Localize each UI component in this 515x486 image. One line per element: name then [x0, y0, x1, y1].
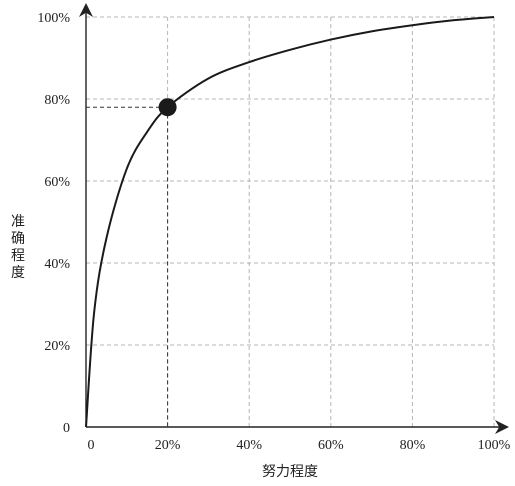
x-tick-label: 0 [88, 438, 95, 453]
x-tick-label: 80% [400, 438, 426, 453]
y-axis-title: 准确程度 [11, 214, 25, 281]
y-tick-label: 0 [63, 421, 70, 436]
y-tick-label: 60% [44, 175, 70, 190]
x-tick-label: 100% [478, 438, 511, 453]
grid [86, 16, 495, 427]
x-tick-labels: 0 20% 40% 60% 80% 100% [88, 438, 511, 453]
y-tick-label: 80% [44, 93, 70, 108]
x-axis-title: 努力程度 [262, 464, 318, 480]
axes [79, 3, 509, 434]
x-tick-label: 20% [155, 438, 181, 453]
x-tick-label: 60% [318, 438, 344, 453]
series-line [85, 16, 495, 428]
highlight-point [158, 98, 177, 117]
y-tick-label: 100% [37, 11, 70, 26]
x-tick-label: 40% [236, 438, 262, 453]
series-group [85, 16, 495, 428]
marks-group [158, 98, 177, 117]
highlight-guides [86, 106, 169, 427]
y-tick-label: 40% [44, 257, 70, 272]
y-tick-label: 20% [44, 339, 70, 354]
y-tick-labels: 0 20% 40% 60% 80% 100% [37, 11, 70, 436]
